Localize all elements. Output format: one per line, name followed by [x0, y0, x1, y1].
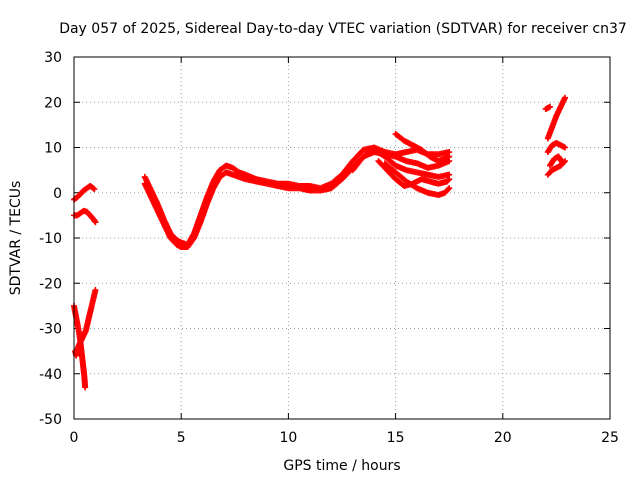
- y-tick-label: -10: [39, 231, 62, 247]
- data-point: [559, 160, 566, 167]
- chart-title: Day 057 of 2025, Sidereal Day-to-day VTE…: [59, 21, 627, 37]
- x-tick-label: 15: [387, 430, 405, 446]
- series-track-f: [141, 149, 453, 251]
- x-tick-label: 25: [601, 430, 619, 446]
- y-tick-label: 0: [53, 186, 62, 202]
- data-marks: [71, 94, 568, 391]
- series-track-g: [349, 146, 453, 180]
- data-point: [546, 103, 553, 110]
- grid-lines: [74, 57, 610, 419]
- y-tick-label: -40: [39, 367, 62, 383]
- y-tick-label: 10: [44, 141, 62, 157]
- data-point: [446, 176, 453, 183]
- data-point: [91, 186, 98, 193]
- data-point: [82, 384, 89, 391]
- data-point: [446, 153, 453, 160]
- x-tick-label: 20: [494, 430, 512, 446]
- data-point: [92, 219, 99, 226]
- data-point: [446, 185, 453, 192]
- data-point: [561, 94, 568, 101]
- series-track-b: [71, 207, 99, 226]
- y-axis-label: SDTVAR / TECUs: [8, 181, 24, 296]
- y-tick-labels: -50 -40 -30 -20 -10 0 10 20 30: [39, 50, 62, 428]
- y-tick-label: -20: [39, 276, 62, 292]
- y-tick-label: 20: [44, 95, 62, 111]
- series-track-j: [392, 130, 453, 165]
- series-track-n: [544, 158, 568, 178]
- data-point: [445, 177, 452, 184]
- x-tick-labels: 0 5 10 15 20 25: [70, 430, 619, 446]
- series-track-o: [546, 153, 566, 169]
- series-track-k: [542, 103, 553, 113]
- x-tick-label: 10: [279, 430, 297, 446]
- y-tick-label: -30: [39, 322, 62, 338]
- x-tick-label: 0: [70, 430, 79, 446]
- data-point: [92, 287, 99, 294]
- y-tick-label: -50: [39, 412, 62, 428]
- data-point: [90, 185, 97, 192]
- series-track-l: [544, 94, 568, 142]
- data-point: [561, 144, 568, 151]
- series-track-m: [544, 139, 568, 156]
- x-axis-label: GPS time / hours: [283, 458, 400, 474]
- series-track-a: [71, 182, 98, 203]
- y-tick-label: 30: [44, 50, 62, 66]
- series-track-i: [381, 160, 453, 199]
- data-point: [445, 186, 452, 193]
- plot-frame: [73, 56, 611, 420]
- x-tick-label: 5: [177, 430, 186, 446]
- series-track-d: [71, 302, 89, 391]
